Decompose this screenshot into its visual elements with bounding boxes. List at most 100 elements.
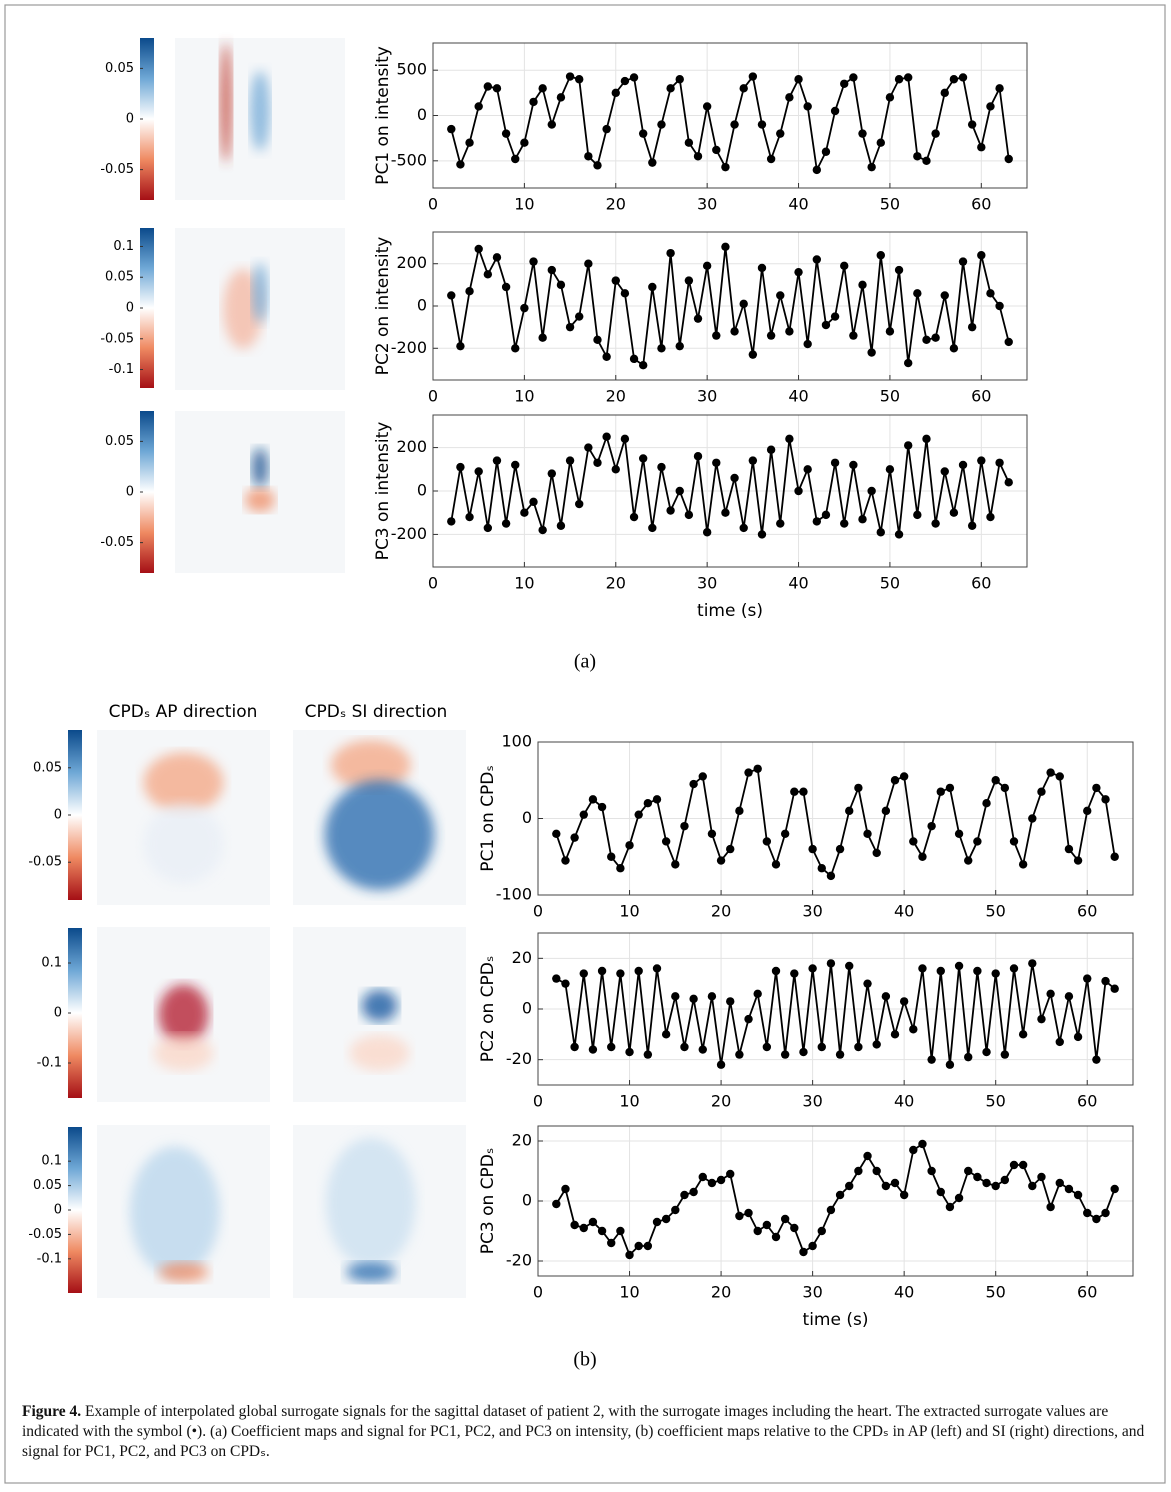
colorbar-tick-label: 0.1 xyxy=(41,1154,62,1169)
data-point xyxy=(625,1047,634,1057)
data-point xyxy=(657,462,666,472)
data-point xyxy=(492,253,502,262)
data-point xyxy=(511,154,520,164)
data-point xyxy=(597,802,607,812)
data-point xyxy=(556,280,566,290)
data-point xyxy=(780,829,790,838)
x-tick-label: 10 xyxy=(514,387,534,406)
data-point xyxy=(881,1181,891,1191)
data-point xyxy=(579,810,588,819)
data-point xyxy=(1046,768,1055,777)
data-point xyxy=(643,1241,653,1251)
data-point xyxy=(629,73,639,82)
y-tick-label: 20 xyxy=(512,948,532,967)
data-point xyxy=(611,88,620,98)
data-point xyxy=(858,515,867,524)
x-tick-label: 10 xyxy=(514,195,534,214)
column-header: CPDₛ SI direction xyxy=(305,702,448,722)
colorbar xyxy=(140,228,154,388)
x-tick-label: 60 xyxy=(971,387,991,406)
data-point xyxy=(552,1199,561,1209)
data-point xyxy=(753,1226,762,1236)
data-point xyxy=(620,76,630,86)
data-point xyxy=(538,84,547,93)
data-point xyxy=(867,162,876,172)
data-point xyxy=(492,456,502,465)
y-tick-label: 0 xyxy=(522,999,532,1018)
y-tick-label: 0 xyxy=(522,1191,532,1210)
data-point xyxy=(771,1232,781,1242)
data-point xyxy=(671,992,680,1001)
data-point xyxy=(593,161,602,170)
data-point xyxy=(730,327,739,336)
colorbar xyxy=(68,1127,82,1293)
data-point xyxy=(967,120,977,129)
data-point xyxy=(1101,976,1110,986)
data-point xyxy=(661,837,671,846)
colorbar-tick-label: -0.1 xyxy=(37,1056,62,1071)
x-tick-label: 10 xyxy=(619,902,639,921)
data-point xyxy=(456,160,465,169)
data-point xyxy=(602,352,611,361)
data-point xyxy=(707,1178,717,1188)
x-tick-label: 20 xyxy=(711,1283,731,1302)
x-tick-label: 10 xyxy=(514,574,534,593)
data-point xyxy=(940,467,949,476)
data-point xyxy=(785,434,794,444)
y-tick-label: 200 xyxy=(396,437,427,456)
plot-frame xyxy=(537,741,1134,896)
data-point xyxy=(716,1175,726,1185)
data-point xyxy=(1110,984,1119,993)
x-tick-label: 40 xyxy=(894,902,914,921)
data-point xyxy=(735,806,744,816)
data-point xyxy=(561,1184,570,1194)
data-point xyxy=(657,120,666,129)
colorbar-tick-label: -0.1 xyxy=(37,1251,62,1266)
data-point xyxy=(652,964,662,973)
data-point xyxy=(638,361,648,370)
data-point xyxy=(881,806,891,816)
data-point xyxy=(565,456,575,465)
data-point xyxy=(967,322,977,332)
figure-border xyxy=(4,4,1166,1484)
data-point xyxy=(744,1208,753,1218)
map-blob xyxy=(143,803,224,884)
caption-label: Figure 4. xyxy=(22,1403,82,1420)
data-point xyxy=(597,1226,607,1236)
data-point xyxy=(1000,1175,1010,1185)
data-point xyxy=(634,1241,643,1251)
data-point xyxy=(1009,964,1019,973)
data-point xyxy=(821,147,831,156)
data-point xyxy=(918,852,927,861)
data-point xyxy=(1055,1178,1064,1188)
data-point xyxy=(1101,1208,1110,1218)
data-point xyxy=(607,852,616,861)
data-point xyxy=(529,97,538,107)
colorbar-tick-label: 0 xyxy=(54,1203,62,1218)
map-blob xyxy=(361,989,398,1022)
data-point xyxy=(808,844,817,854)
x-tick-label: 40 xyxy=(894,1283,914,1302)
data-point xyxy=(936,1187,945,1197)
data-point xyxy=(977,143,986,152)
data-point xyxy=(794,486,803,496)
data-point xyxy=(602,124,611,134)
data-point xyxy=(845,961,854,971)
data-point xyxy=(817,864,826,873)
data-point xyxy=(835,844,845,854)
data-point xyxy=(927,1055,936,1064)
data-point xyxy=(465,287,474,296)
data-point xyxy=(954,829,964,838)
data-point xyxy=(991,1181,1000,1191)
data-point xyxy=(648,282,657,292)
data-point xyxy=(835,1190,845,1200)
data-point xyxy=(616,969,625,978)
data-point xyxy=(949,75,959,84)
y-tick-label: 0 xyxy=(417,105,427,124)
data-point xyxy=(748,72,758,81)
data-point xyxy=(629,512,639,522)
data-point xyxy=(973,966,982,976)
data-point xyxy=(753,764,762,773)
map-blob xyxy=(330,740,411,790)
data-point xyxy=(986,289,995,298)
